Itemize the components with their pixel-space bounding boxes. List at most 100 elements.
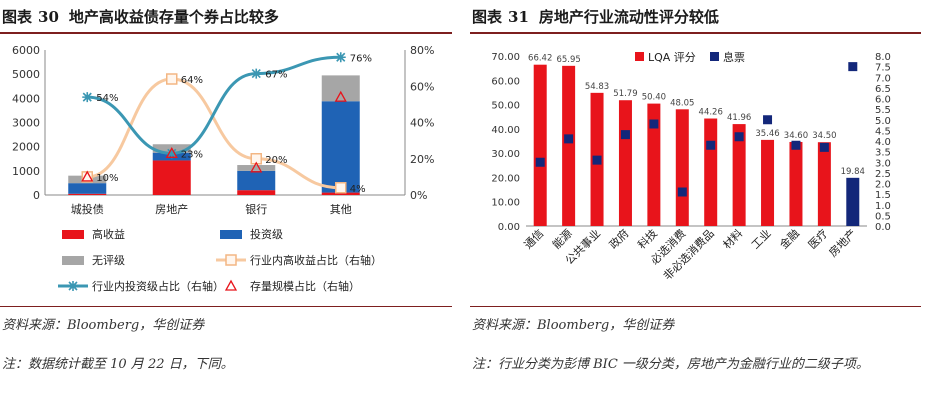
high-yield-share-label: 4% [350,184,366,195]
legend-label: 高收益 [92,227,125,241]
y2-tick-label: 2.5 [875,169,891,180]
y2-tick-label: 5.5 [875,105,891,116]
y-tick-label: 50.00 [491,101,520,112]
y-tick-label: 1000 [12,165,40,178]
y-tick-label: 70.00 [491,52,520,63]
y-tick-label: 0.00 [498,222,520,233]
legend-swatch [62,230,84,239]
x-category-label: 金融 [777,226,802,251]
lqa-bar [732,124,746,226]
legend-label: 行业内投资级占比（右轴） [92,279,224,293]
investment-grade-share-marker [166,148,177,159]
x-category-label: 科技 [635,226,660,251]
lqa-bar [675,109,689,226]
y2-tick-label: 0% [410,189,427,202]
lqa-bar [704,118,718,226]
high-yield-share-label: 20% [265,155,287,166]
lqa-bar [647,103,661,226]
y2-tick-label: 7.0 [875,73,891,84]
high-yield-share-label: 10% [96,173,118,184]
investment-grade-share-label: 76% [350,53,372,64]
legend-label: 投资级 [250,227,283,241]
y2-tick-label: 40% [410,117,434,130]
stacked-bar-segment [68,193,107,195]
y2-tick-label: 5.0 [875,116,891,127]
y2-tick-label: 1.5 [875,190,891,201]
y2-tick-label: 4.0 [875,137,891,148]
y2-tick-label: 7.5 [875,63,891,74]
lqa-bar [846,177,860,226]
left-figure-panel: 图表 30 地产高收益债存量个券占比较多 0 1000 2000 3000 4000 5000… [0,0,458,406]
investment-grade-share-marker [251,68,262,79]
right-source: 资料来源：Bloomberg，华创证券 [472,318,675,333]
stacked-bar-segment [68,183,107,194]
y2-tick-label: 6.5 [875,84,891,95]
stacked-bar-segment [237,165,276,171]
lqa-bar [562,65,576,226]
stacked-bar-segment [152,160,191,195]
lqa-bar [533,64,547,226]
lqa-value-label: 34.60 [784,131,808,141]
x-category-label: 材料 [720,226,745,251]
stock-size-share-marker [250,161,263,173]
y-tick-label: 10.00 [491,198,520,209]
left-title-text: 地产高收益债存量个券占比较多 [68,8,279,26]
x-category-label: 其他 [330,203,352,216]
coupon-marker [819,142,829,152]
x-category-label: 城投债 [71,202,104,216]
y-tick-label: 2000 [12,141,40,154]
lqa-value-label: 41.96 [727,113,751,123]
left-top-rule [0,32,452,34]
legend-swatch [710,52,719,61]
stacked-bar-segment [321,75,360,102]
lqa-value-label: 65.95 [556,55,580,65]
high-yield-share-marker [166,73,178,85]
investment-grade-share-label: 67% [265,70,287,81]
coupon-marker [763,115,773,125]
lqa-value-label: 66.42 [528,54,552,64]
legend-swatch [62,256,84,265]
x-category-label: 房地产 [155,202,188,216]
left-title-prefix: 图表 [2,8,33,26]
legend-swatch-marker [225,254,237,266]
x-category-label: 能源 [549,226,574,251]
y2-tick-label: 1.0 [875,201,891,212]
legend-swatch-marker [224,279,238,291]
left-note: 注：数据统计截至 10 月 22 日，下同。 [2,357,234,372]
lqa-bar [817,142,831,226]
x-category-label: 工业 [749,227,774,252]
lqa-value-label: 19.84 [841,167,865,177]
y-tick-label: 20.00 [491,173,520,184]
coupon-marker [734,132,744,142]
y-tick-label: 6000 [12,44,40,57]
stock-size-share-marker [165,146,178,158]
lqa-bar [618,100,632,226]
lqa-value-label: 34.50 [812,131,836,141]
legend-label: 行业内高收益占比（右轴） [250,253,382,267]
stacked-bar-segment [321,101,360,193]
investment-grade-share-label: 23% [181,149,203,160]
y-tick-label: 30.00 [491,149,520,160]
coupon-marker [706,140,716,150]
legend-swatch [635,52,644,61]
lqa-bar [789,141,803,226]
right-chart: 0.00 10.00 20.00 30.00 40.00 50.00 60.00 70.00 0… [491,50,891,283]
x-category-label: 通信 [522,227,547,252]
high-yield-share-line [87,77,341,190]
stock-size-share-marker [81,170,94,182]
stacked-bar-segment [237,190,276,195]
investment-grade-share-line [87,55,341,155]
legend-swatch [220,230,242,239]
y-tick-label: 3000 [12,117,40,130]
high-yield-share-label: 64% [181,75,203,86]
lqa-bar [761,139,775,226]
right-title-text: 房地产行业流动性评分较低 [538,8,719,26]
coupon-marker [848,62,858,72]
coupon-marker [649,119,659,129]
y2-tick-label: 6.0 [875,95,891,106]
y2-tick-label: 3.5 [875,148,891,159]
left-figure-title: 图表 30 地产高收益债存量个券占比较多 [2,6,279,27]
coupon-marker [791,140,801,150]
coupon-marker [620,130,630,140]
left-title-number: 30 [38,8,59,26]
